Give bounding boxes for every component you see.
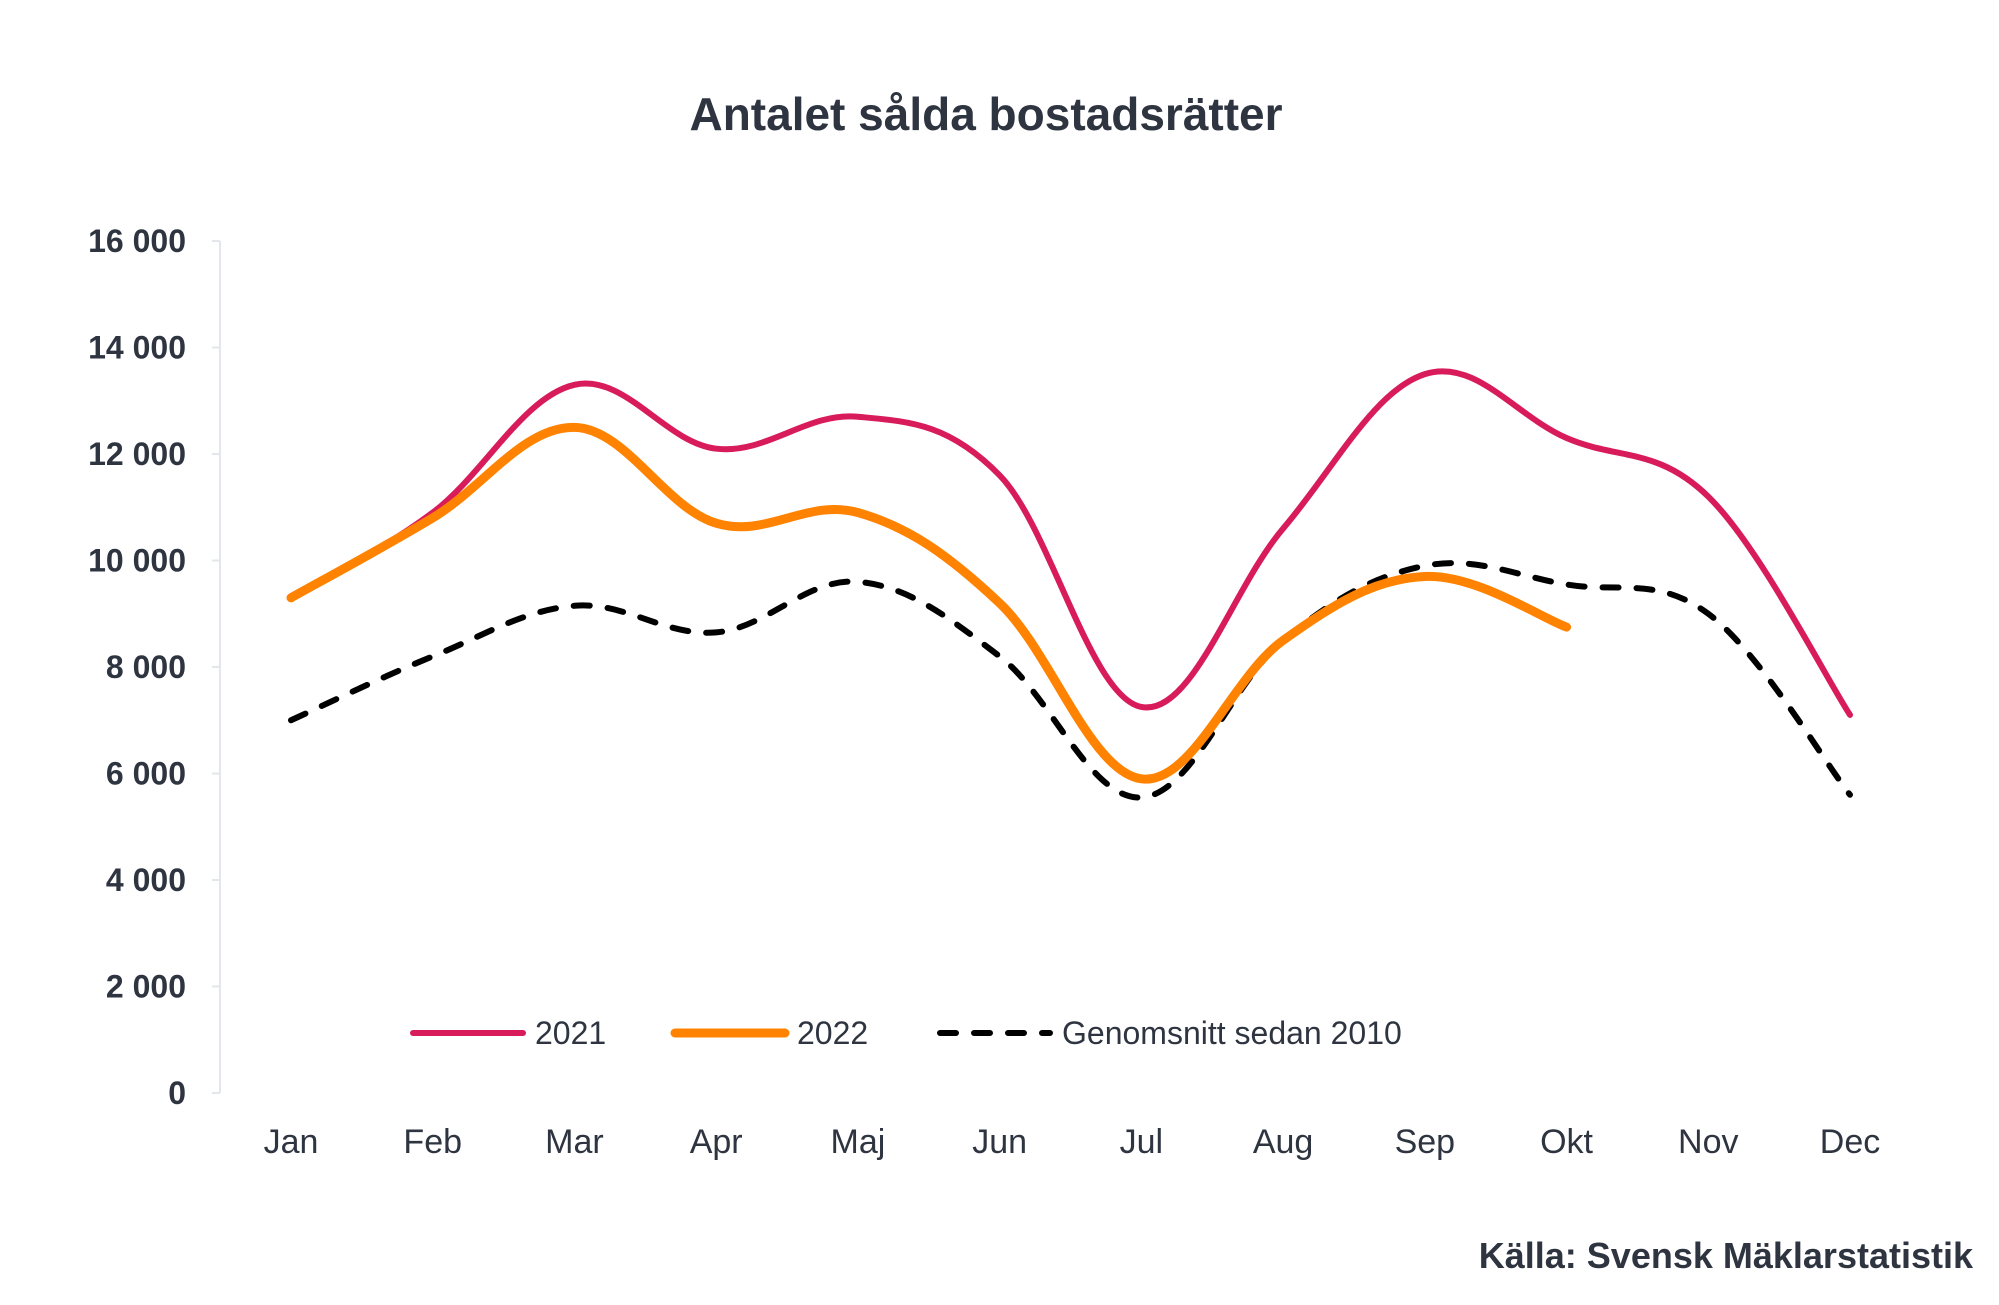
chart-title: Antalet sålda bostadsrätter [689,88,1282,140]
x-tick-label: Jan [264,1123,319,1161]
x-tick-label: Maj [831,1123,886,1161]
series-line-2021 [288,368,1853,718]
x-tick-label: Aug [1253,1123,1314,1161]
x-tick-label: Mar [545,1123,604,1161]
y-tick-label: 14 000 [88,330,186,366]
x-tick-label: Nov [1678,1123,1738,1161]
x-tick-label: Jul [1120,1123,1163,1161]
x-tick-label: Apr [690,1123,743,1161]
legend-label: 2022 [797,1015,868,1051]
x-tick-label: Feb [403,1123,462,1161]
y-tick-label: 6 000 [106,756,186,792]
x-tick-label: Sep [1395,1123,1456,1161]
x-tick-label: Okt [1540,1123,1593,1161]
legend-label: 2021 [535,1015,606,1051]
series-line-2022 [286,422,1572,784]
series-line-genomsnitt-sedan-2010 [288,560,1853,801]
x-tick-label: Jun [972,1123,1027,1161]
y-tick-label: 10 000 [88,543,186,579]
legend-label: Genomsnitt sedan 2010 [1062,1015,1402,1051]
source-note: Källa: Svensk Mäklarstatistik [1479,1235,1974,1276]
y-tick-label: 8 000 [106,649,186,685]
y-tick-label: 16 000 [88,223,186,259]
y-tick-label: 12 000 [88,436,186,472]
y-tick-label: 4 000 [106,862,186,898]
y-tick-label: 2 000 [106,969,186,1005]
x-tick-label: Dec [1820,1123,1880,1161]
y-tick-label: 0 [168,1075,186,1111]
